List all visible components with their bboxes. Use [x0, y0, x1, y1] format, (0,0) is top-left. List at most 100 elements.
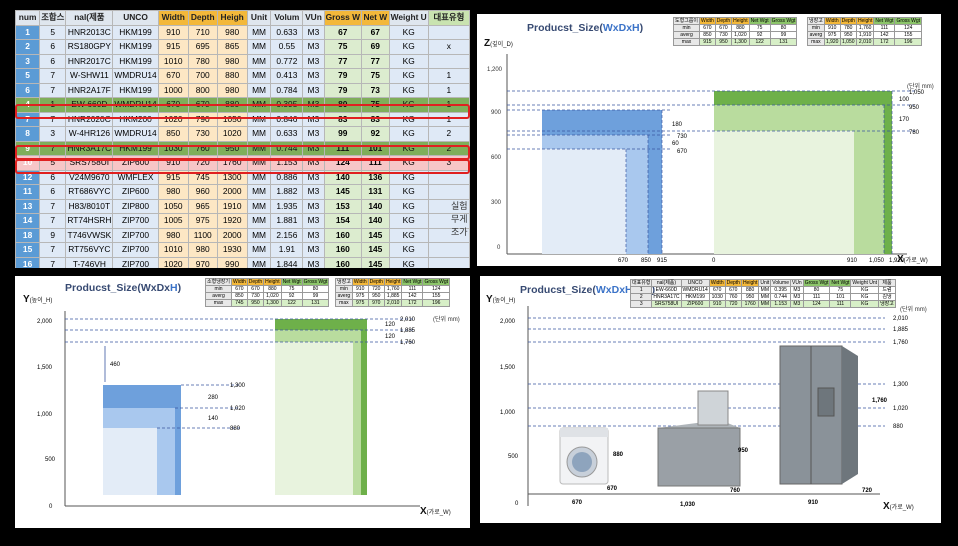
table-cell[interactable]: 0.772	[270, 53, 304, 69]
column-header[interactable]: num	[15, 10, 41, 26]
table-cell[interactable]: HKM199	[112, 140, 159, 156]
table-cell[interactable]: 980	[187, 242, 218, 258]
table-cell[interactable]: MM	[246, 198, 272, 214]
table-cell[interactable]: T746VWSK	[65, 227, 114, 243]
table-cell[interactable]: 67	[323, 24, 363, 40]
table-cell[interactable]: 79	[323, 82, 363, 98]
table-cell[interactable]: ZIP700	[112, 213, 159, 229]
table-cell[interactable]: 14	[15, 213, 41, 229]
table-cell[interactable]: 1100	[187, 227, 218, 243]
table-cell[interactable]: M3	[302, 227, 325, 243]
table-cell[interactable]: MM	[246, 68, 272, 84]
table-cell[interactable]: 1	[427, 68, 470, 84]
table-cell[interactable]: KG	[388, 68, 429, 84]
table-cell[interactable]: 69	[361, 39, 390, 55]
table-cell[interactable]: MM	[246, 24, 272, 40]
table-cell[interactable]: MM	[246, 184, 272, 200]
table-cell[interactable]: 7	[39, 242, 67, 258]
table-cell[interactable]: 67	[361, 24, 390, 40]
table-cell[interactable]: 7	[39, 198, 67, 214]
table-cell[interactable]: W-4HR126	[65, 126, 114, 142]
table-cell[interactable]: 7	[39, 213, 67, 229]
table-cell[interactable]: 910	[157, 24, 189, 40]
table-cell[interactable]: H83/8010T	[65, 198, 114, 214]
table-cell[interactable]: M3	[302, 242, 325, 258]
column-header[interactable]: Heigh	[216, 10, 248, 26]
table-cell[interactable]: KG	[388, 126, 429, 142]
table-cell[interactable]: 16	[15, 256, 41, 268]
table-cell[interactable]: 5	[15, 68, 41, 84]
table-cell[interactable]: 77	[361, 53, 390, 69]
column-header[interactable]: Unit	[246, 10, 272, 26]
table-cell[interactable]: 3	[39, 126, 67, 142]
table-cell[interactable]: 18	[15, 227, 41, 243]
table-cell[interactable]: 1	[427, 82, 470, 98]
table-cell[interactable]: KG	[388, 82, 429, 98]
table-cell[interactable]: HKM199	[112, 39, 159, 55]
table-cell[interactable]: M3	[302, 24, 325, 40]
table-cell[interactable]: 0.633	[270, 126, 304, 142]
table-cell[interactable]: 6	[39, 39, 67, 55]
table-cell[interactable]: 160	[323, 242, 363, 258]
table-cell[interactable]: 1030	[157, 140, 189, 156]
table-row[interactable]: 18 9 T746VWSK ZIP700 980 1100 2000 MM 2.156 M3 160…	[15, 227, 470, 243]
table-cell[interactable]: M3	[302, 39, 325, 55]
table-cell[interactable]: ZIP700	[112, 227, 159, 243]
table-cell[interactable]: RS180GPY	[65, 39, 114, 55]
table-cell[interactable]: 160	[323, 256, 363, 268]
table-cell[interactable]	[427, 256, 470, 268]
table-cell[interactable]: KG	[388, 140, 429, 156]
table-cell[interactable]	[427, 227, 470, 243]
table-cell[interactable]: 915	[157, 39, 189, 55]
table-cell[interactable]: RT756VYC	[65, 242, 114, 258]
column-header[interactable]: 대표유형	[427, 10, 470, 26]
table-cell[interactable]: x	[427, 39, 470, 55]
table-cell[interactable]: 1010	[157, 242, 189, 258]
table-cell[interactable]: KG	[388, 184, 429, 200]
table-cell[interactable]: 140	[361, 198, 390, 214]
table-cell[interactable]: 1.882	[270, 184, 304, 200]
column-header[interactable]: Depth	[187, 10, 218, 26]
table-cell[interactable]: M3	[302, 198, 325, 214]
table-cell[interactable]: 7	[39, 140, 67, 156]
table-cell[interactable]: HNR2A17F	[65, 82, 114, 98]
table-cell[interactable]: KG	[388, 256, 429, 268]
table-cell[interactable]: 1.935	[270, 198, 304, 214]
table-cell[interactable]: 7	[39, 82, 67, 98]
table-cell[interactable]: 154	[323, 213, 363, 229]
table-cell[interactable]: 850	[157, 126, 189, 142]
column-header[interactable]: Net W	[361, 10, 390, 26]
table-cell[interactable]: 6	[39, 53, 67, 69]
table-cell[interactable]: 1005	[157, 213, 189, 229]
table-cell[interactable]: MM	[246, 140, 272, 156]
table-cell[interactable]: 140	[361, 213, 390, 229]
table-cell[interactable]: 7	[39, 68, 67, 84]
table-cell[interactable]	[427, 184, 470, 200]
table-cell[interactable]: KG	[388, 24, 429, 40]
column-header[interactable]: 조합스	[39, 10, 67, 26]
table-cell[interactable]: MM	[246, 126, 272, 142]
table-cell[interactable]: 980	[157, 227, 189, 243]
table-cell[interactable]	[427, 53, 470, 69]
table-cell[interactable]: T-746VH	[65, 256, 114, 268]
table-row[interactable]: 13 7 H83/8010T ZIP800 1050 965 1910 MM 1.935 M3 15…	[15, 198, 470, 214]
table-cell[interactable]: 99	[323, 126, 363, 142]
table-cell[interactable]: 970	[187, 256, 218, 268]
table-cell[interactable]: ZIP700	[112, 256, 159, 268]
table-row[interactable]: 3 6 HNR2017C HKM199 1010 780 980 MM 0.772 M3 77 77 K…	[15, 53, 470, 69]
table-row[interactable]: 6 7 HNR2A17F HKM199 1000 800 980 MM 0.784 M3 79 73 K…	[15, 82, 470, 98]
table-cell[interactable]: 153	[323, 198, 363, 214]
table-row[interactable]: 1 5 HNR2013C HKM199 910 710 980 MM 0.633 M3 67 67 KG	[15, 24, 470, 40]
table-cell[interactable]: 15	[15, 242, 41, 258]
table-cell[interactable]: 75	[361, 68, 390, 84]
table-cell[interactable]: MM	[246, 82, 272, 98]
table-cell[interactable]: M3	[302, 184, 325, 200]
table-cell[interactable]: 1920	[216, 213, 248, 229]
table-cell[interactable]: M3	[302, 140, 325, 156]
table-cell[interactable]: MM	[246, 213, 272, 229]
table-cell[interactable]: M3	[302, 126, 325, 142]
table-cell[interactable]: 9	[39, 227, 67, 243]
table-cell[interactable]: 92	[361, 126, 390, 142]
table-cell[interactable]: KG	[388, 242, 429, 258]
table-row[interactable]: 11 6 RT686VYC ZIP600 980 960 2000 MM 1.882 M3 145 1…	[15, 184, 470, 200]
